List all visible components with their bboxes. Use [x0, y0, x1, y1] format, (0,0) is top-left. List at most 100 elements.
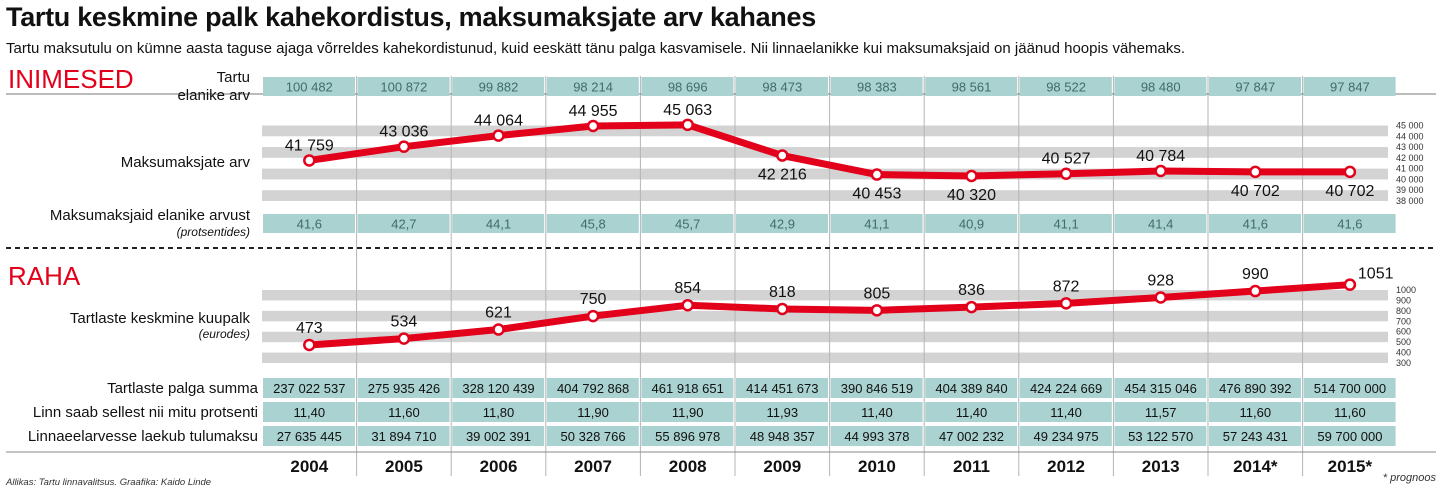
taxpayers-grid-band — [262, 168, 1388, 180]
year-label: 2007 — [574, 457, 612, 476]
taxpayers-line-series — [303, 118, 1357, 183]
population-value: 100 872 — [380, 80, 427, 95]
wage-sum-value: 514 700 000 — [1314, 381, 1386, 396]
taxpayers-ytick-label: 43 000 — [1396, 142, 1424, 152]
share-value: 45,7 — [675, 217, 700, 232]
share-cell — [1019, 214, 1112, 233]
taxpayers-value-label: 40 702 — [1325, 183, 1374, 200]
city-pct-cell — [1209, 402, 1301, 422]
taxpayers-point — [1249, 165, 1262, 179]
taxpayers-value-label: 40 784 — [1136, 148, 1185, 165]
population-value: 98 473 — [762, 80, 802, 95]
year-label: 2009 — [763, 457, 801, 476]
population-cell — [546, 77, 639, 96]
wage-sum-value: 390 846 519 — [841, 381, 913, 396]
wage-ytick-label: 700 — [1396, 316, 1411, 326]
taxpayers-value-label: 42 216 — [758, 167, 807, 184]
population-cell — [830, 77, 923, 96]
wage-point — [1343, 278, 1357, 291]
wage-point — [1154, 291, 1167, 304]
wage-sum-cell — [546, 378, 639, 398]
share-value: 42,9 — [770, 217, 795, 232]
wage-point — [965, 300, 978, 314]
taxpayers-value-label: 40 702 — [1231, 183, 1280, 200]
population-value: 100 482 — [286, 80, 333, 95]
taxpayers-ytick-label: 42 000 — [1396, 153, 1424, 163]
year-label: 2006 — [480, 457, 518, 476]
year-label: 2015* — [1328, 457, 1373, 476]
wage-sum-value: 328 120 439 — [462, 381, 534, 396]
wage-point — [681, 298, 694, 312]
city-pct-cell — [925, 402, 1018, 422]
wage-sum-cell — [641, 378, 734, 398]
wage-sum-cell — [1019, 378, 1112, 398]
wage-point — [492, 323, 505, 336]
wage-grid-band — [262, 310, 1388, 322]
city-pct-value: 11,90 — [577, 405, 609, 420]
wage-ytick-label: 300 — [1396, 358, 1411, 368]
wage-sum-cell — [1303, 378, 1396, 398]
income-tax-cell — [1114, 426, 1207, 446]
wage-sum-value: 461 918 651 — [652, 381, 724, 396]
income-tax-value: 27 635 445 — [277, 429, 342, 444]
share-value: 41,4 — [1148, 217, 1173, 232]
share-value: 41,1 — [1053, 217, 1078, 232]
wage-ytick-label: 500 — [1396, 337, 1411, 347]
city-pct-value: 11,40 — [956, 405, 988, 420]
taxpayers-ytick-label: 40 000 — [1396, 174, 1424, 184]
year-label: 2008 — [669, 457, 707, 476]
wage-value-label: 1051 — [1358, 266, 1394, 283]
share-cell — [830, 214, 923, 233]
population-cell — [263, 77, 355, 96]
share-cell — [641, 214, 734, 233]
city-pct-cell — [452, 402, 545, 422]
city-pct-cell — [546, 402, 639, 422]
wage-value-label: 872 — [1053, 278, 1080, 295]
income-tax-label: Linnaeelarvesse laekub tulumaksu — [28, 428, 258, 445]
population-value: 99 882 — [479, 80, 519, 95]
page-subtitle: Tartu maksutulu on kümne aasta taguse aj… — [6, 40, 1186, 57]
income-tax-value: 48 948 357 — [750, 429, 815, 444]
wage-value-label: 750 — [580, 291, 607, 308]
share-cell — [1303, 214, 1396, 233]
income-tax-value: 57 243 431 — [1223, 429, 1288, 444]
year-label: 2012 — [1047, 457, 1085, 476]
taxpayers-point — [776, 149, 789, 162]
city-pct-value: 11,60 — [1240, 405, 1272, 420]
taxpayers-point — [303, 154, 316, 167]
city-pct-cell — [830, 402, 923, 422]
taxpayers-grid-band — [262, 147, 1388, 158]
section-title-money: RAHA — [8, 261, 81, 291]
wage-point — [1249, 284, 1262, 298]
wage-value-label: 534 — [391, 314, 418, 331]
city-pct-value: 11,90 — [672, 405, 704, 420]
taxpayers-value-label: 40 320 — [947, 187, 996, 204]
income-tax-cell — [357, 426, 450, 446]
wage-point — [1059, 297, 1073, 310]
wage-sum-cell — [1114, 378, 1207, 398]
wage-ytick-label: 800 — [1396, 306, 1411, 316]
population-cell — [1019, 77, 1112, 96]
wage-sum-value: 404 792 868 — [557, 381, 629, 396]
share-value: 41,6 — [1337, 217, 1362, 232]
wage-ytick-label: 400 — [1396, 348, 1411, 358]
wage-sum-value: 414 451 673 — [746, 381, 818, 396]
wage-point — [397, 332, 411, 345]
taxpayers-ytick-label: 39 000 — [1396, 185, 1424, 195]
share-value: 41,1 — [864, 217, 889, 232]
city-pct-cell — [357, 402, 450, 422]
share-value: 40,9 — [959, 217, 984, 232]
income-tax-value: 47 002 232 — [939, 429, 1004, 444]
income-tax-cell — [452, 426, 545, 446]
wage-value-label: 621 — [485, 305, 512, 322]
wage-sum-cell — [263, 378, 355, 398]
population-label: elanike arv — [177, 87, 250, 104]
year-label: 2013 — [1142, 457, 1180, 476]
population-cell — [736, 77, 828, 96]
city-pct-value: 11,80 — [483, 405, 515, 420]
population-cell — [1209, 77, 1301, 96]
share-cell — [925, 214, 1018, 233]
city-pct-cell — [1303, 402, 1396, 422]
share-cell — [452, 214, 545, 233]
